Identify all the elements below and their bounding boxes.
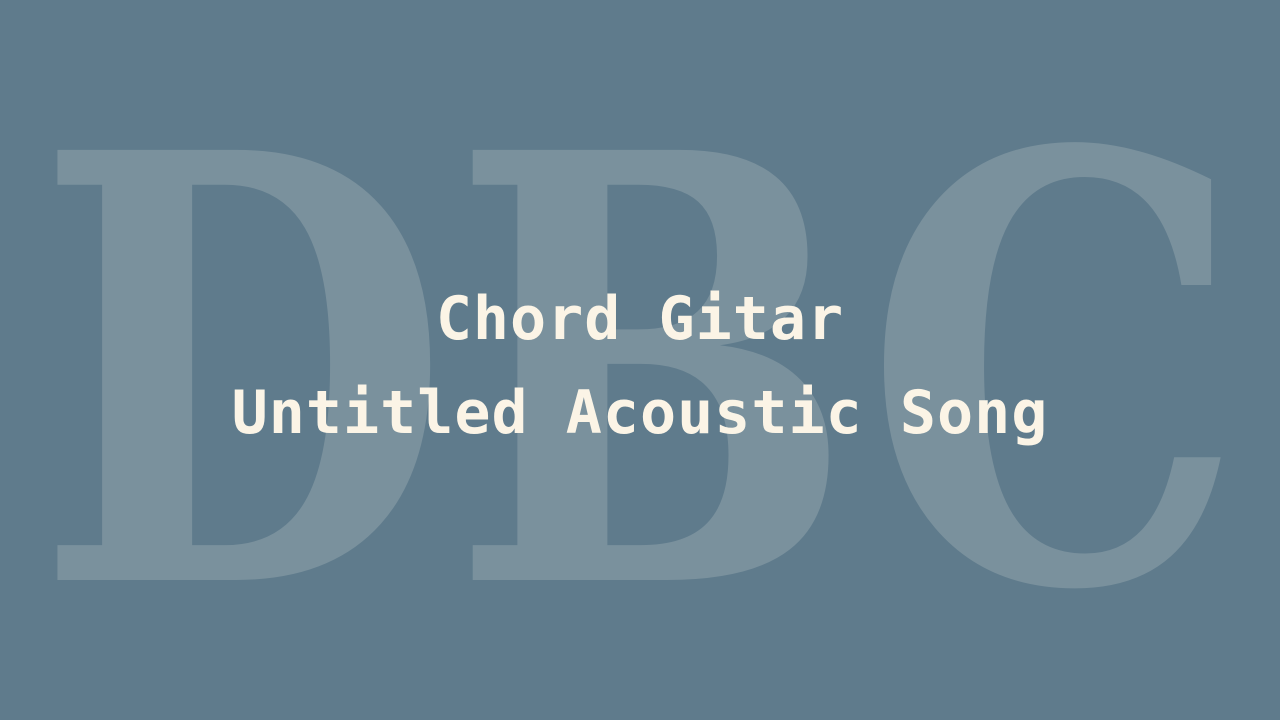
title-block: Chord Gitar Untitled Acoustic Song: [0, 272, 1280, 460]
title-line-1: Chord Gitar: [435, 284, 845, 354]
watermark-text: DBC: [35, 27, 1245, 720]
title-line-2: Untitled Acoustic Song: [231, 378, 1049, 448]
